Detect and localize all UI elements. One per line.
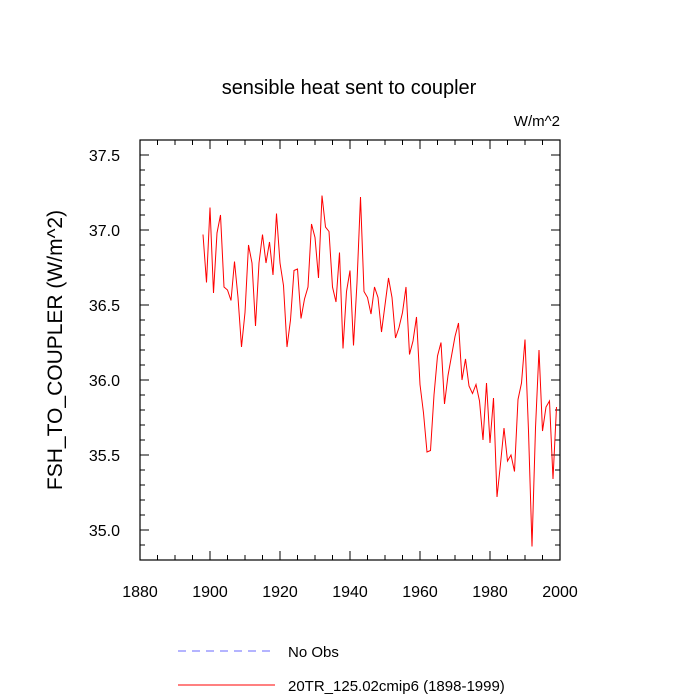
x-tick-label: 1900 xyxy=(192,584,228,601)
legend-label-no-obs: No Obs xyxy=(288,644,339,661)
y-axis-ticks xyxy=(140,139,560,561)
x-axis-ticks xyxy=(139,140,561,560)
units-label: W/m^2 xyxy=(514,113,560,130)
legend-label-model: 20TR_125.02cmip6 (1898-1999) xyxy=(288,678,505,695)
legend: No Obs 20TR_125.02cmip6 (1898-1999) xyxy=(178,644,505,695)
chart-title: sensible heat sent to coupler xyxy=(222,77,477,99)
x-axis-tick-labels: 1880 1900 1920 1940 1960 1980 2000 xyxy=(122,584,578,601)
y-tick-label: 35.5 xyxy=(89,448,120,465)
y-tick-label: 36.5 xyxy=(89,298,120,315)
x-tick-label: 1880 xyxy=(122,584,158,601)
x-tick-label: 1940 xyxy=(332,584,368,601)
series-group xyxy=(202,195,557,547)
y-tick-label: 37.5 xyxy=(89,148,120,165)
y-tick-label: 36.0 xyxy=(89,373,120,390)
x-tick-label: 1920 xyxy=(262,584,298,601)
y-axis-label: FSH_TO_COUPLER (W/m^2) xyxy=(44,210,67,490)
y-axis-tick-labels: 35.0 35.5 36.0 36.5 37.0 37.5 xyxy=(89,148,120,540)
y-tick-label: 35.0 xyxy=(89,523,120,540)
series-line-1 xyxy=(202,195,557,547)
x-tick-label: 1960 xyxy=(402,584,438,601)
x-tick-label: 2000 xyxy=(542,584,578,601)
x-tick-label: 1980 xyxy=(472,584,508,601)
y-tick-label: 37.0 xyxy=(89,223,120,240)
